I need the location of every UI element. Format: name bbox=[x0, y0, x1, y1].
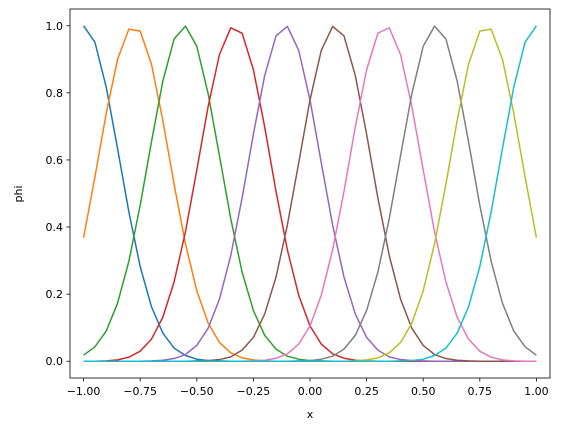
series-line bbox=[83, 25, 537, 362]
x-tick-label: 0.00 bbox=[298, 385, 323, 398]
series-line bbox=[82, 28, 537, 362]
plot-frame bbox=[69, 8, 551, 379]
x-tick-label: −0.25 bbox=[237, 385, 271, 398]
x-tick-label: 1.00 bbox=[524, 385, 549, 398]
series-line bbox=[83, 25, 537, 362]
x-axis-label: x bbox=[307, 408, 314, 421]
x-tick-label: −0.50 bbox=[180, 385, 214, 398]
y-tick-label: 0.8 bbox=[46, 87, 64, 100]
series-line bbox=[83, 25, 537, 362]
y-tick-label: 0.0 bbox=[46, 355, 64, 368]
x-tick-label: 0.25 bbox=[354, 385, 379, 398]
series-line bbox=[83, 27, 537, 362]
y-tick-label: 1.0 bbox=[46, 20, 64, 33]
series-line bbox=[83, 27, 537, 362]
x-tick-label: 0.50 bbox=[411, 385, 436, 398]
y-tick-label: 0.4 bbox=[46, 221, 64, 234]
series-line bbox=[83, 25, 538, 362]
series-line bbox=[82, 25, 537, 362]
x-tick-label: −1.00 bbox=[67, 385, 101, 398]
series-line bbox=[83, 28, 538, 362]
x-tick-label: −0.75 bbox=[123, 385, 157, 398]
y-axis-label: phi bbox=[12, 185, 25, 202]
x-tick-label: 0.75 bbox=[468, 385, 493, 398]
y-tick-label: 0.6 bbox=[46, 154, 64, 167]
series-line bbox=[83, 25, 537, 362]
y-tick-label: 0.2 bbox=[46, 288, 64, 301]
